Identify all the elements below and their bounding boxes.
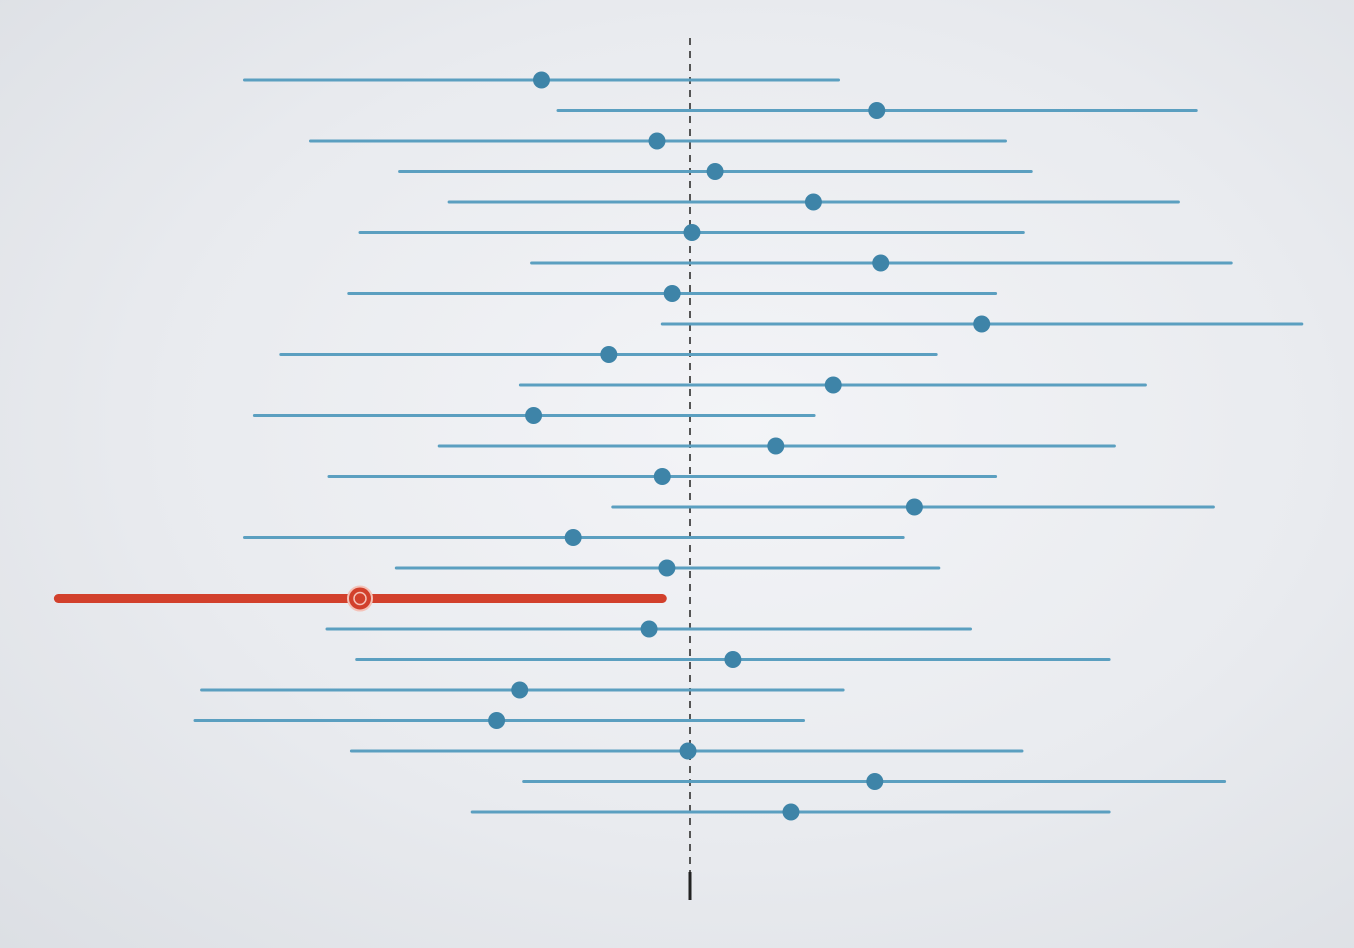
estimate-point	[658, 559, 676, 577]
estimate-point	[511, 681, 529, 699]
estimate-point	[905, 498, 923, 516]
estimate-point	[533, 71, 550, 89]
estimate-point	[724, 651, 742, 668]
estimate-point-highlighted-core	[353, 591, 367, 606]
estimate-point	[804, 193, 822, 211]
estimate-point	[866, 773, 884, 790]
estimate-point	[782, 803, 800, 821]
estimate-point	[767, 437, 785, 455]
estimate-point	[663, 285, 681, 302]
estimate-point	[653, 468, 671, 485]
estimate-point	[868, 102, 886, 119]
estimate-point	[683, 224, 701, 241]
estimate-point	[600, 346, 618, 363]
estimate-point	[824, 376, 842, 394]
estimate-point	[525, 407, 543, 424]
estimate-point	[648, 132, 666, 150]
interval-marks	[53, 71, 1304, 821]
estimate-point	[679, 742, 697, 760]
estimate-point	[564, 529, 582, 546]
estimate-point	[488, 712, 506, 729]
estimate-point	[872, 254, 890, 272]
estimate-point	[973, 315, 991, 333]
estimate-point	[640, 620, 658, 638]
estimate-point	[706, 163, 724, 180]
